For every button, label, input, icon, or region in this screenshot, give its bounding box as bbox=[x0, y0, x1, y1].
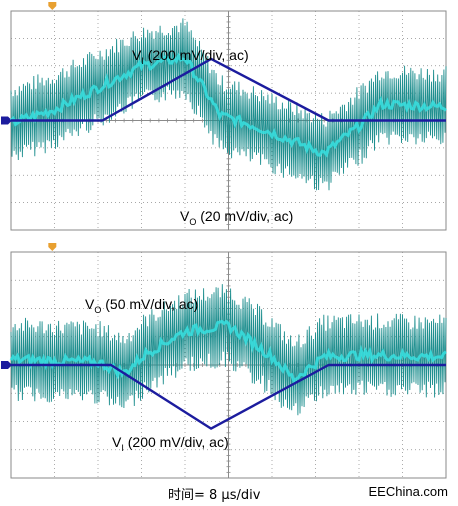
site-watermark: EEChina.com bbox=[368, 484, 448, 499]
time-per-division-label: 时间= 8 μs/div bbox=[168, 488, 261, 503]
ground-marker-icon bbox=[1, 116, 12, 125]
annotation-label-vi: VI (200 mV/div, ac) bbox=[132, 47, 249, 66]
annotation-label-vi: VI (200 mV/div, ac) bbox=[112, 434, 229, 453]
output-trace bbox=[9, 52, 447, 158]
input-trace bbox=[11, 57, 446, 122]
ground-marker-icon bbox=[1, 361, 12, 369]
top-scope-panel: VI (200 mV/div, ac) VO (20 mV/div, ac) bbox=[1, 2, 447, 231]
trigger-marker-icon bbox=[48, 243, 57, 251]
annotation-label-vo: VO (20 mV/div, ac) bbox=[180, 208, 293, 227]
input-trace bbox=[11, 363, 446, 430]
trigger-marker-icon bbox=[48, 2, 57, 10]
annotation-label-vo: VO (50 mV/div, ac) bbox=[85, 296, 198, 315]
output-ripple-trace bbox=[10, 18, 447, 191]
bottom-scope-panel: VO (50 mV/div, ac) VI (200 mV/div, ac) bbox=[1, 243, 447, 479]
output-trace bbox=[9, 319, 447, 384]
output-ripple-trace bbox=[10, 284, 447, 416]
